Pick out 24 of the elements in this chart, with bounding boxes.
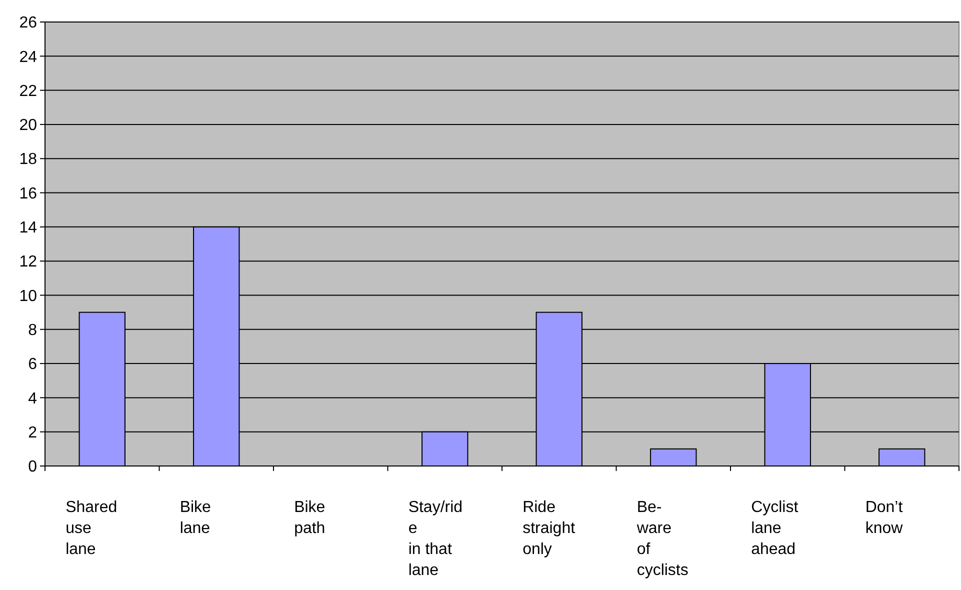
x-tick-label: Ride straight only — [522, 499, 576, 558]
y-tick-label: 6 — [28, 356, 38, 374]
y-tick-label: 12 — [19, 254, 38, 271]
y-tick-label: 24 — [19, 48, 38, 66]
y-tick-label: 8 — [28, 322, 38, 339]
y-tick-label: 0 — [28, 458, 38, 476]
y-tick-label: 14 — [19, 220, 38, 237]
x-tick-label: Shared use lane — [66, 499, 118, 558]
x-tick-label: Bike lane — [180, 499, 212, 537]
y-tick-label: 18 — [19, 151, 38, 168]
y-tick-label: 16 — [19, 185, 38, 202]
x-tick-label: Don’t know — [865, 499, 904, 537]
x-tick-label: Cyclist lane ahead — [751, 499, 799, 558]
y-tick-label: 26 — [19, 14, 38, 32]
bar — [878, 448, 926, 466]
y-tick-label: 10 — [19, 288, 38, 305]
x-tick-label: Stay/rid e in that lane — [408, 499, 463, 579]
y-tick-label: 22 — [19, 82, 38, 100]
bar — [650, 448, 697, 466]
y-tick-label: 4 — [28, 390, 38, 408]
y-tick-label: 2 — [28, 424, 38, 442]
y-tick-label: 20 — [19, 117, 38, 134]
x-tick-label: Bike path — [294, 499, 326, 537]
x-tick-label: Be- ware of cyclists — [636, 499, 688, 579]
